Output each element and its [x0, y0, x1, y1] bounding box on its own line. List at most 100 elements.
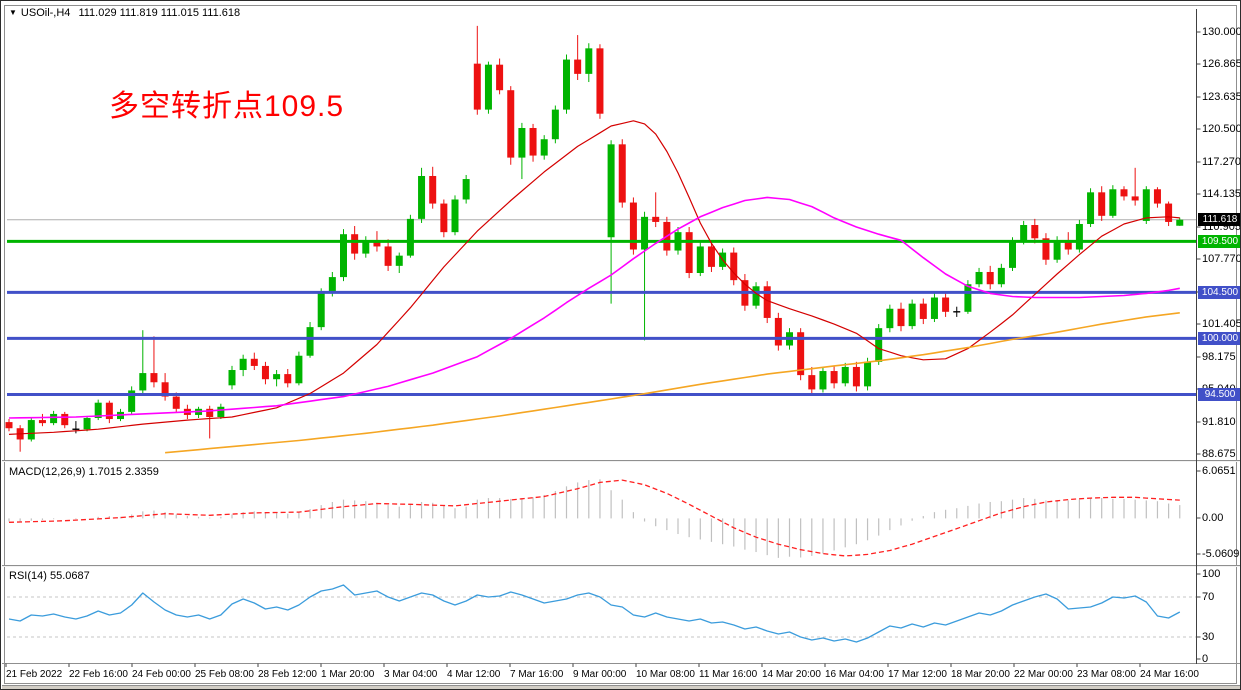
- candle-body: [1053, 240, 1061, 260]
- candle-body: [273, 374, 281, 380]
- candle-body: [930, 297, 938, 319]
- time-tick-label: 11 Mar 16:00: [699, 669, 758, 680]
- rsi-line: [8, 584, 1181, 643]
- candle-body: [1020, 225, 1028, 242]
- chevron-down-icon[interactable]: ▼: [9, 8, 17, 17]
- candle-body: [964, 284, 972, 312]
- candle-body: [841, 366, 849, 384]
- price-tick-label: 114.135: [1202, 188, 1241, 200]
- time-tick-label: 7 Mar 16:00: [510, 669, 564, 680]
- candle-body: [50, 413, 58, 424]
- ma-fast-red: [8, 120, 1180, 435]
- candle-body: [875, 328, 883, 362]
- candle-body: [574, 59, 582, 74]
- candle-body: [1120, 189, 1128, 197]
- candle-body: [462, 179, 470, 200]
- rsi-axis-tick-label: 100: [1202, 568, 1221, 580]
- candle-body: [942, 297, 950, 312]
- price-badge-94.500: 94.500: [1198, 388, 1240, 402]
- price-tick-label: 120.500: [1202, 123, 1241, 135]
- candle-body: [518, 127, 526, 158]
- candle-body: [27, 420, 35, 440]
- candle-body: [819, 371, 827, 390]
- time-tick-label: 23 Mar 08:00: [1077, 669, 1136, 680]
- candle-body: [1142, 189, 1150, 221]
- time-tick-label: 1 Mar 20:00: [321, 669, 375, 680]
- candle-body: [507, 90, 515, 158]
- ohlc-values: 111.029 111.819 111.015 111.618: [78, 7, 241, 19]
- time-tick-label: 17 Mar 12:00: [888, 669, 947, 680]
- candle-body: [529, 127, 537, 156]
- time-tick-label: 22 Feb 16:00: [69, 669, 128, 680]
- candle-body: [440, 203, 448, 233]
- candle-body: [373, 240, 381, 247]
- candle-body: [105, 402, 113, 420]
- candle-body: [1109, 189, 1117, 216]
- candle-body: [5, 422, 13, 429]
- candle-body: [1075, 223, 1083, 250]
- candle-body: [1165, 203, 1173, 222]
- candle-body: [1131, 196, 1139, 201]
- time-tick-label: 28 Feb 12:00: [258, 669, 317, 680]
- ma-slow-orange: [165, 312, 1180, 454]
- candle-body: [38, 420, 46, 424]
- candle-body: [484, 64, 492, 110]
- time-tick-label: 14 Mar 20:00: [762, 669, 821, 680]
- candle-body: [94, 402, 102, 419]
- price-tick-label: 123.635: [1202, 90, 1241, 103]
- macd-signal-line: [8, 479, 1180, 557]
- candle-body: [696, 246, 704, 274]
- ma-mid-magenta: [8, 196, 1180, 419]
- candle-body: [975, 271, 983, 285]
- candle-body: [540, 139, 548, 156]
- candle-body: [384, 246, 392, 266]
- candle-body: [83, 418, 91, 430]
- symbol-period-label: USOil-,H4: [20, 7, 71, 19]
- macd-axis-tick-label: 6.0651: [1202, 465, 1236, 477]
- candle-body: [763, 286, 771, 318]
- candle-body: [351, 234, 359, 254]
- candle-body: [284, 374, 292, 384]
- candle-body: [473, 63, 481, 110]
- candle-body: [306, 327, 314, 356]
- candle-body: [919, 303, 927, 319]
- candle-body: [340, 234, 347, 278]
- candle-body: [808, 375, 816, 390]
- candle-body: [908, 303, 916, 327]
- time-tick-label: 22 Mar 00:00: [1014, 669, 1073, 680]
- candle-body: [797, 332, 805, 376]
- candle-body: [563, 59, 570, 110]
- candle-body: [250, 358, 258, 366]
- candle-body: [596, 48, 604, 114]
- time-tick-label: 9 Mar 00:00: [573, 669, 627, 680]
- time-tick-label: 25 Feb 08:00: [195, 669, 254, 680]
- price-tick-label: 88.675: [1202, 448, 1236, 460]
- window-bottom-frame: [2, 685, 1240, 689]
- candle-body: [139, 373, 147, 391]
- candle-body: [418, 175, 426, 219]
- candle-body: [395, 255, 403, 266]
- candle-body: [429, 175, 437, 204]
- time-tick-label: 18 Mar 20:00: [951, 669, 1010, 680]
- chart-client-frame: [4, 5, 1237, 684]
- candle-body: [730, 252, 738, 281]
- chart-title: ▼ USOil-,H4 111.029 111.819 111.015 111.61…: [9, 7, 240, 19]
- candle-body: [707, 246, 715, 267]
- candle-body: [206, 408, 214, 417]
- price-tick-label: 98.175: [1202, 350, 1236, 363]
- price-tick-label: 101.405: [1202, 318, 1241, 330]
- candle-body: [150, 373, 158, 383]
- price-tick-label: 107.770: [1202, 253, 1241, 265]
- candle-body: [1031, 225, 1039, 239]
- candle-body: [864, 361, 872, 387]
- candle-body: [997, 267, 1005, 285]
- candle-body: [830, 371, 838, 384]
- price-badge-100.000: 100.000: [1198, 331, 1240, 345]
- candle-body: [618, 144, 626, 203]
- time-tick-label: 24 Feb 00:00: [132, 669, 191, 680]
- candle-body: [774, 317, 782, 346]
- price-badge-109.500: 109.500: [1198, 234, 1240, 248]
